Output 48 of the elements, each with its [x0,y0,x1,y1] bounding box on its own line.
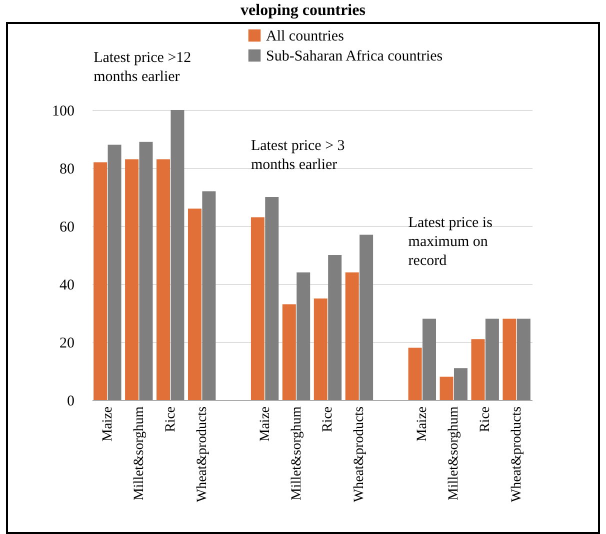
chart-title: veloping countries [240,1,366,20]
bar [314,298,328,400]
x-tick-label: Wheat&products [194,406,210,502]
x-tick-label: Wheat&products [510,406,525,502]
bar [296,272,310,400]
x-tick-label: Millet&sorghum [289,406,304,500]
x-tick-label: Rice [478,406,494,432]
bar [360,234,374,400]
text: Latest price >12 months earlier [94,50,192,85]
bar [345,272,359,400]
y-tick-label: 20 [60,336,74,352]
bar [139,142,153,400]
bar [440,376,454,400]
bar [454,368,468,400]
bar [156,159,170,400]
bar [202,191,216,400]
legend-label: All countries [266,28,344,44]
bar [422,318,436,400]
y-tick-label: 40 [60,278,74,294]
bar [170,110,184,400]
bar [471,339,485,400]
bar [94,162,108,400]
bar [108,144,122,400]
x-tick-label: Maize [258,406,273,442]
y-tick-label: 0 [67,394,74,410]
bar [485,318,499,400]
legend-label: Sub-Saharan Africa countries [266,48,443,64]
bar [250,217,264,400]
y-tick-label: 60 [60,220,74,236]
bar [188,208,202,400]
bar [125,159,139,400]
x-tick-label: Rice [320,406,336,432]
bar [328,255,342,400]
x-tick-label: Wheat&products [352,406,368,502]
x-tick-label: Rice [163,406,178,432]
y-tick-label: 80 [60,162,74,178]
annotation: Latest price is maximum on record [408,215,493,269]
bar [282,304,296,400]
bar [516,318,530,400]
x-tick-label: Maize [415,406,430,442]
x-tick-label: Millet&sorghum [132,406,147,500]
bar [502,318,516,400]
bar [408,348,422,400]
x-tick-label: Maize [100,406,116,442]
bar [265,197,279,400]
y-tick-label: 100 [52,104,74,120]
annotation: Latest price > 3 months earlier [250,138,345,173]
x-tick-label: Millet&sorghum [446,406,462,500]
